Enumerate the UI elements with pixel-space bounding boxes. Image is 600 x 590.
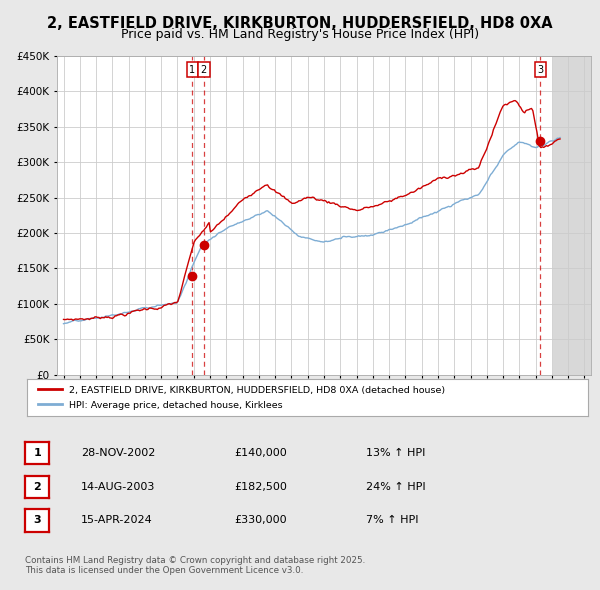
Text: 1: 1 (34, 448, 41, 458)
Text: 24% ↑ HPI: 24% ↑ HPI (366, 482, 425, 491)
Text: 13% ↑ HPI: 13% ↑ HPI (366, 448, 425, 458)
Text: 2: 2 (201, 65, 207, 75)
Text: Price paid vs. HM Land Registry's House Price Index (HPI): Price paid vs. HM Land Registry's House … (121, 28, 479, 41)
Text: 1: 1 (189, 65, 196, 75)
Text: £330,000: £330,000 (234, 516, 287, 525)
Text: £182,500: £182,500 (234, 482, 287, 491)
Text: 2, EASTFIELD DRIVE, KIRKBURTON, HUDDERSFIELD, HD8 0XA: 2, EASTFIELD DRIVE, KIRKBURTON, HUDDERSF… (47, 16, 553, 31)
Legend: 2, EASTFIELD DRIVE, KIRKBURTON, HUDDERSFIELD, HD8 0XA (detached house), HPI: Ave: 2, EASTFIELD DRIVE, KIRKBURTON, HUDDERSF… (35, 382, 449, 414)
Text: 15-APR-2024: 15-APR-2024 (81, 516, 153, 525)
Text: 28-NOV-2002: 28-NOV-2002 (81, 448, 155, 458)
Text: £140,000: £140,000 (234, 448, 287, 458)
Text: 3: 3 (538, 65, 544, 75)
Text: 14-AUG-2003: 14-AUG-2003 (81, 482, 155, 491)
Text: Contains HM Land Registry data © Crown copyright and database right 2025.
This d: Contains HM Land Registry data © Crown c… (25, 556, 365, 575)
Text: 2: 2 (34, 482, 41, 491)
Bar (553, 56, 591, 375)
Text: 7% ↑ HPI: 7% ↑ HPI (366, 516, 419, 525)
Text: 3: 3 (34, 516, 41, 525)
